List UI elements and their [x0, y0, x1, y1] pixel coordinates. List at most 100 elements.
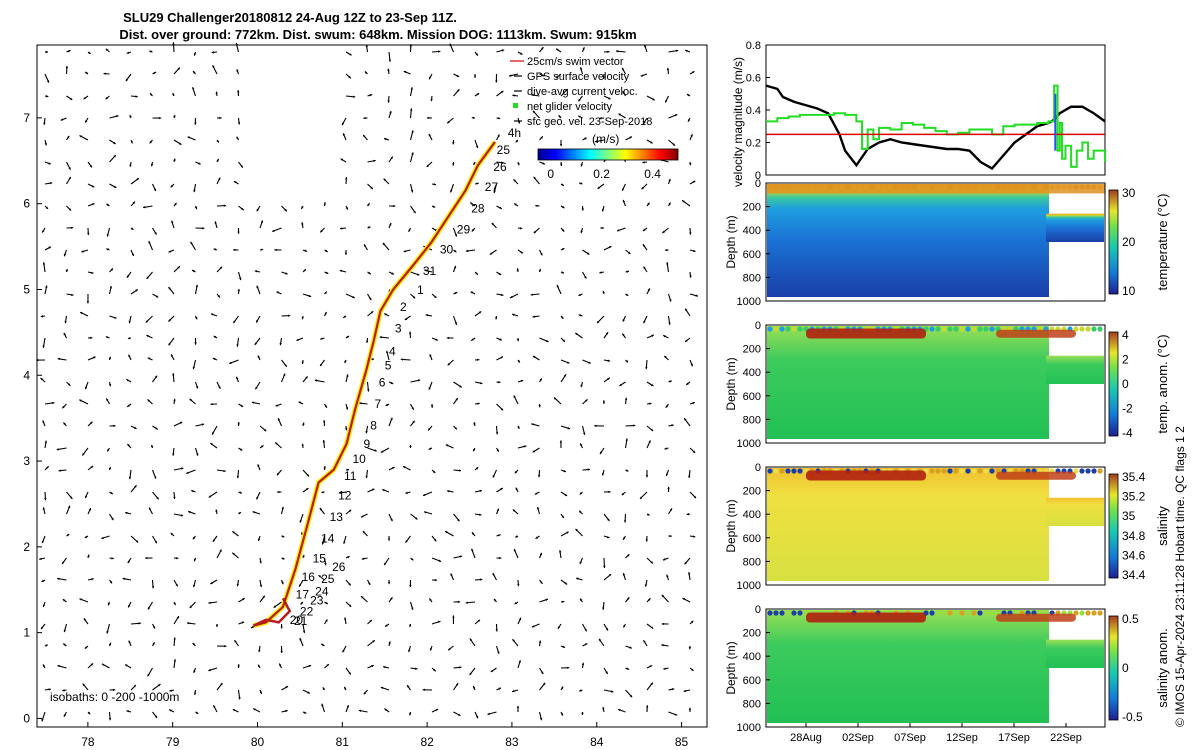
day-label: 13: [330, 510, 344, 524]
section-colorbar-label: temperature (°C): [1155, 194, 1170, 291]
current-vector-field: [36, 42, 699, 722]
current-vector-head: [438, 620, 441, 624]
section-temp_anom: 0 200 400 600 800 1000 Depth (m) -4 -2 0 2 4 temp. a…: [724, 320, 1170, 450]
current-vector-head: [48, 162, 51, 165]
current-vector-head: [299, 637, 302, 641]
current-vector-head: [125, 511, 128, 515]
current-vector-head: [555, 75, 559, 79]
current-vector-head: [79, 399, 82, 402]
current-vector-head: [237, 231, 240, 234]
current-vector-head: [623, 520, 627, 523]
current-vector-head: [510, 295, 513, 299]
current-vector-head: [44, 143, 47, 146]
current-vector-head: [575, 332, 578, 336]
section-field: [767, 468, 1049, 581]
current-vector-head: [237, 422, 240, 425]
current-vector-head: [516, 705, 520, 709]
current-vector-head: [128, 320, 131, 324]
section-xtick-label: 28Aug: [790, 732, 822, 744]
current-vector-head: [114, 316, 117, 319]
current-vector-head: [213, 335, 217, 339]
current-vector-head: [281, 581, 284, 585]
current-vector-head: [365, 44, 368, 48]
current-vector-head: [251, 401, 255, 404]
current-vector-head: [513, 549, 517, 552]
current-vector-head: [280, 650, 283, 653]
current-vector-head: [256, 285, 259, 289]
current-vector-head: [563, 374, 567, 377]
current-vector-head: [403, 466, 406, 469]
current-vector-head: [325, 271, 329, 274]
current-vector-head: [403, 70, 407, 74]
current-vector-head: [156, 496, 159, 500]
current-vector-head: [257, 355, 260, 359]
current-vector-head: [605, 628, 608, 631]
section-field-end: [1046, 639, 1104, 668]
current-vector-head: [666, 262, 669, 265]
current-vector-head: [454, 322, 458, 325]
current-vector-head: [532, 315, 535, 318]
current-vector-head: [496, 449, 499, 452]
current-vector-head: [218, 386, 221, 389]
current-vector-head: [684, 561, 687, 565]
current-vector-head: [580, 67, 583, 70]
current-vector-head: [517, 162, 520, 166]
current-vector-head: [541, 74, 545, 77]
current-vector-head: [342, 133, 346, 136]
current-vector-head: [685, 339, 688, 342]
current-vector-head: [387, 68, 390, 71]
current-vector-head: [106, 398, 109, 401]
current-vector-head: [260, 220, 264, 223]
current-vector-head: [218, 177, 221, 181]
current-vector-head: [393, 204, 396, 208]
current-vector-head: [81, 250, 84, 253]
current-vector-head: [668, 322, 671, 325]
current-vector-head: [561, 316, 564, 319]
profile-dot: [965, 468, 971, 474]
current-vector-head: [306, 474, 309, 477]
section-ylabel: Depth (m): [724, 357, 738, 410]
current-vector-head: [83, 618, 87, 621]
current-vector-head: [193, 692, 197, 695]
current-vector-head: [301, 532, 304, 535]
current-vector-head: [665, 473, 669, 476]
section-ytick-label: 800: [743, 556, 761, 568]
current-vector-head: [173, 602, 176, 606]
current-vector-head: [190, 241, 193, 245]
current-vector-head: [281, 535, 285, 538]
day-label: 27: [485, 180, 499, 194]
current-vector-head: [256, 496, 259, 500]
current-vector-head: [178, 142, 182, 145]
current-vector-head: [69, 97, 73, 100]
current-vector-head: [477, 402, 480, 405]
section-salinity: 0 200 400 600 800 1000 Depth (m) 34.4 34.6 34.8 35…: [724, 462, 1170, 592]
current-vector-head: [650, 141, 653, 144]
current-vector-head: [410, 87, 413, 90]
current-vector-head: [644, 584, 648, 587]
current-vector-head: [579, 492, 583, 495]
current-vector-head: [84, 646, 88, 649]
current-vector-head: [514, 203, 517, 206]
current-vector-head: [369, 94, 373, 97]
current-vector-head: [79, 135, 83, 138]
current-vector-head: [211, 51, 215, 54]
current-vector-head: [273, 605, 277, 608]
current-vector-head: [520, 52, 523, 55]
current-vector-head: [90, 663, 94, 666]
current-vector-head: [501, 49, 505, 52]
section-field: [767, 326, 1049, 439]
current-vector-head: [450, 190, 453, 193]
current-vector-head: [475, 715, 479, 719]
profile-dot: [1085, 326, 1091, 332]
current-vector-head: [320, 363, 323, 367]
current-vector-head: [57, 664, 60, 668]
section-ytick-label: 400: [743, 225, 761, 237]
current-vector-head: [324, 562, 327, 566]
current-vector-head: [607, 536, 610, 539]
current-vector-head: [303, 269, 306, 272]
current-vector-head: [454, 426, 457, 430]
section-xtick-label: 22Sep: [1050, 732, 1082, 744]
current-vector-head: [535, 204, 538, 208]
map-xtick-label: 85: [675, 735, 689, 749]
